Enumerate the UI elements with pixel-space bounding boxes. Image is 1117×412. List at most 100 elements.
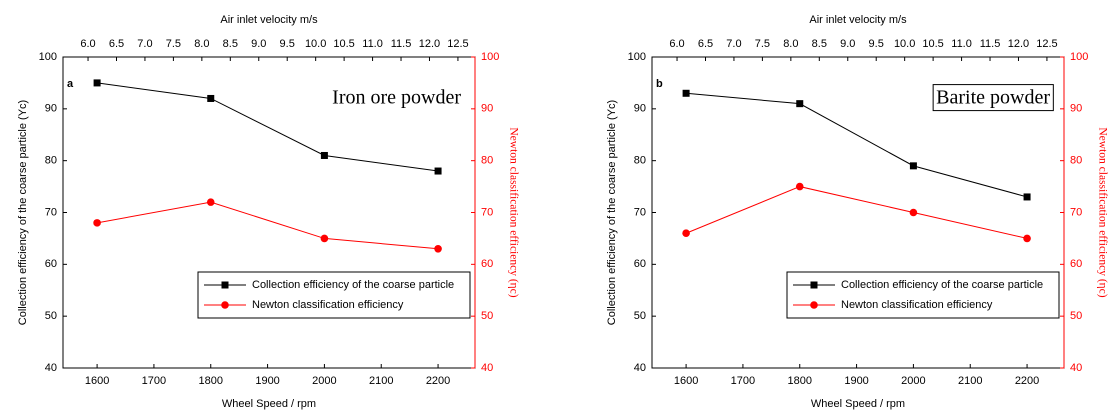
legend-label: Newton classification efficiency bbox=[252, 299, 404, 311]
x-tick-label: 1800 bbox=[788, 375, 812, 387]
marker bbox=[796, 100, 804, 108]
x2-tick-label: 9.0 bbox=[840, 38, 855, 50]
legend-label: Collection efficiency of the coarse part… bbox=[252, 279, 454, 291]
x-tick-label: 1900 bbox=[844, 375, 868, 387]
annotation-box bbox=[932, 84, 1054, 112]
y-tick-label: 50 bbox=[634, 310, 646, 322]
marker bbox=[1023, 193, 1031, 201]
x2-tick-label: 10.5 bbox=[922, 38, 943, 50]
marker bbox=[795, 182, 804, 191]
x2-tick-label: 9.0 bbox=[251, 38, 266, 50]
x-tick-label: 2000 bbox=[901, 375, 925, 387]
marker bbox=[1023, 234, 1031, 243]
y-tick-label: 100 bbox=[628, 51, 646, 63]
x2-tick-label: 9.5 bbox=[869, 38, 884, 50]
y2-tick-label: 80 bbox=[481, 155, 493, 167]
y2-tick-label: 60 bbox=[1070, 258, 1082, 270]
x-tick-label: 1600 bbox=[674, 375, 698, 387]
x-tick-label: 2200 bbox=[426, 375, 450, 387]
x2-tick-label: 10.0 bbox=[305, 38, 326, 50]
x2-tick-label: 12.5 bbox=[447, 38, 468, 50]
y-axis-label: Collection efficiency of the coarse part… bbox=[606, 100, 618, 325]
y-tick-label: 70 bbox=[45, 206, 57, 218]
x-axis-label: Wheel Speed / rpm bbox=[811, 398, 905, 410]
marker bbox=[909, 208, 918, 217]
y-tick-label: 40 bbox=[634, 362, 646, 374]
x2-tick-label: 12.0 bbox=[1008, 38, 1029, 50]
x-tick-label: 1800 bbox=[199, 375, 223, 387]
x2-tick-label: 6.5 bbox=[109, 38, 124, 50]
marker bbox=[93, 79, 101, 87]
y-axis-label: Collection efficiency of the coarse part… bbox=[17, 100, 29, 325]
x2-tick-label: 10.5 bbox=[333, 38, 354, 50]
legend-label: Collection efficiency of the coarse part… bbox=[841, 279, 1043, 291]
marker bbox=[682, 229, 690, 238]
marker bbox=[434, 244, 442, 253]
series-line bbox=[97, 201, 439, 250]
x2-tick-label: 6.5 bbox=[698, 38, 713, 50]
y-tick-label: 100 bbox=[39, 51, 57, 63]
panel-label: a bbox=[67, 78, 74, 90]
legend-marker bbox=[221, 301, 229, 309]
legend-marker bbox=[810, 281, 818, 289]
marker bbox=[207, 94, 215, 102]
annotation: Barite powder bbox=[936, 87, 1050, 109]
x-axis-label: Wheel Speed / rpm bbox=[222, 398, 316, 410]
x2-tick-label: 7.5 bbox=[166, 38, 181, 50]
y-tick-label: 90 bbox=[634, 103, 646, 115]
x2-tick-label: 11.0 bbox=[951, 38, 972, 50]
x2-tick-label: 9.5 bbox=[280, 38, 295, 50]
x-tick-label: 2100 bbox=[958, 375, 982, 387]
annotation: Iron ore powder bbox=[332, 87, 461, 109]
y-tick-label: 90 bbox=[45, 103, 57, 115]
legend-label: Newton classification efficiency bbox=[841, 299, 993, 311]
marker bbox=[909, 162, 917, 170]
x2-tick-label: 11.5 bbox=[391, 38, 412, 50]
legend-marker bbox=[810, 301, 818, 309]
y2-tick-label: 50 bbox=[481, 310, 493, 322]
series-line bbox=[686, 92, 1028, 198]
marker bbox=[320, 234, 329, 243]
y2-tick-label: 70 bbox=[481, 206, 493, 218]
x-tick-label: 2000 bbox=[312, 375, 336, 387]
x2-tick-label: 7.0 bbox=[137, 38, 152, 50]
y-tick-label: 70 bbox=[634, 206, 646, 218]
y-tick-label: 60 bbox=[45, 258, 57, 270]
y2-tick-label: 100 bbox=[1070, 51, 1088, 63]
legend-box bbox=[197, 271, 471, 319]
x2-tick-label: 11.0 bbox=[362, 38, 383, 50]
panel-label: b bbox=[656, 78, 663, 90]
x2-tick-label: 8.0 bbox=[783, 38, 798, 50]
marker bbox=[206, 198, 215, 206]
x2-tick-label: 6.0 bbox=[80, 38, 95, 50]
x-tick-label: 1700 bbox=[731, 375, 755, 387]
y2-tick-label: 40 bbox=[481, 362, 493, 374]
x-tick-label: 1700 bbox=[142, 375, 166, 387]
x2-axis-label: Air inlet velocity m/s bbox=[809, 14, 907, 26]
legend-marker bbox=[221, 281, 229, 289]
series-line bbox=[97, 82, 439, 172]
y-tick-label: 50 bbox=[45, 310, 57, 322]
x-tick-label: 2100 bbox=[369, 375, 393, 387]
marker bbox=[93, 219, 101, 227]
x2-tick-label: 7.0 bbox=[726, 38, 741, 50]
y-tick-label: 60 bbox=[634, 258, 646, 270]
y2-axis-label: Newton classification efficiency (ηc) bbox=[1096, 127, 1108, 297]
x2-axis-label: Air inlet velocity m/s bbox=[220, 14, 318, 26]
x2-tick-label: 11.5 bbox=[980, 38, 1001, 50]
y2-tick-label: 40 bbox=[1070, 362, 1082, 374]
y2-tick-label: 70 bbox=[1070, 206, 1082, 218]
legend-box bbox=[786, 271, 1060, 319]
series-line bbox=[685, 186, 1028, 239]
x2-tick-label: 12.5 bbox=[1036, 38, 1057, 50]
marker bbox=[320, 151, 328, 159]
y2-axis-label: Newton classification efficiency (ηc) bbox=[507, 127, 519, 297]
x2-tick-label: 8.5 bbox=[812, 38, 827, 50]
y2-tick-label: 80 bbox=[1070, 155, 1082, 167]
y-tick-label: 80 bbox=[45, 155, 57, 167]
y-tick-label: 80 bbox=[634, 155, 646, 167]
x-tick-label: 1600 bbox=[85, 375, 109, 387]
y2-tick-label: 60 bbox=[481, 258, 493, 270]
y-tick-label: 40 bbox=[45, 362, 57, 374]
